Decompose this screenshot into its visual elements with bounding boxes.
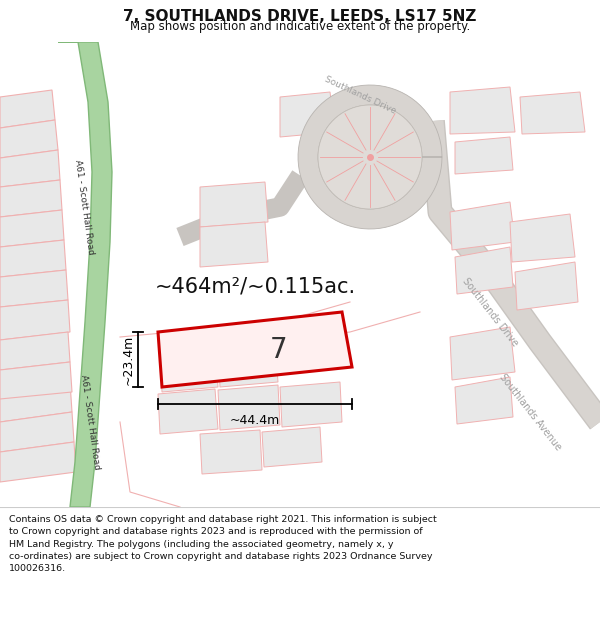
Polygon shape — [58, 42, 112, 507]
Polygon shape — [218, 342, 278, 387]
Polygon shape — [0, 362, 72, 399]
Text: 7, SOUTHLANDS DRIVE, LEEDS, LS17 5NZ: 7, SOUTHLANDS DRIVE, LEEDS, LS17 5NZ — [124, 9, 476, 24]
Polygon shape — [520, 92, 585, 134]
Polygon shape — [510, 214, 575, 262]
Polygon shape — [0, 442, 76, 482]
Polygon shape — [515, 262, 578, 310]
Polygon shape — [450, 202, 515, 250]
Polygon shape — [455, 247, 513, 294]
Text: Southlands Drive: Southlands Drive — [460, 276, 520, 348]
Polygon shape — [455, 377, 513, 424]
Polygon shape — [298, 85, 442, 229]
Polygon shape — [450, 327, 515, 380]
Polygon shape — [0, 412, 74, 452]
Polygon shape — [0, 120, 58, 158]
Text: A61 - Scott Hall Road: A61 - Scott Hall Road — [73, 159, 95, 255]
Polygon shape — [262, 427, 322, 467]
Text: Map shows position and indicative extent of the property.: Map shows position and indicative extent… — [130, 20, 470, 32]
Polygon shape — [280, 92, 335, 137]
Polygon shape — [280, 382, 342, 427]
Polygon shape — [218, 385, 280, 430]
Polygon shape — [158, 389, 218, 434]
Text: 7: 7 — [269, 336, 287, 364]
Text: Contains OS data © Crown copyright and database right 2021. This information is : Contains OS data © Crown copyright and d… — [9, 515, 437, 573]
Polygon shape — [450, 87, 515, 134]
Polygon shape — [160, 347, 218, 392]
Polygon shape — [158, 312, 352, 387]
Polygon shape — [0, 300, 70, 340]
Polygon shape — [0, 150, 60, 187]
Text: ~44.4m: ~44.4m — [230, 414, 280, 427]
Polygon shape — [200, 222, 268, 267]
Polygon shape — [200, 182, 268, 227]
Polygon shape — [318, 105, 422, 209]
Polygon shape — [0, 240, 66, 277]
Polygon shape — [200, 430, 262, 474]
Polygon shape — [0, 270, 68, 307]
Polygon shape — [0, 332, 70, 370]
Polygon shape — [455, 137, 513, 174]
Polygon shape — [0, 90, 55, 128]
Text: Southlands Avenue: Southlands Avenue — [497, 372, 563, 452]
Text: Southlands Drive: Southlands Drive — [323, 74, 397, 116]
Text: ~464m²/~0.115ac.: ~464m²/~0.115ac. — [155, 277, 356, 297]
Polygon shape — [0, 210, 64, 247]
Text: A61 - Scott Hall Road: A61 - Scott Hall Road — [79, 374, 101, 470]
Polygon shape — [0, 180, 62, 217]
Polygon shape — [0, 382, 72, 422]
Text: ~23.4m: ~23.4m — [122, 334, 135, 384]
